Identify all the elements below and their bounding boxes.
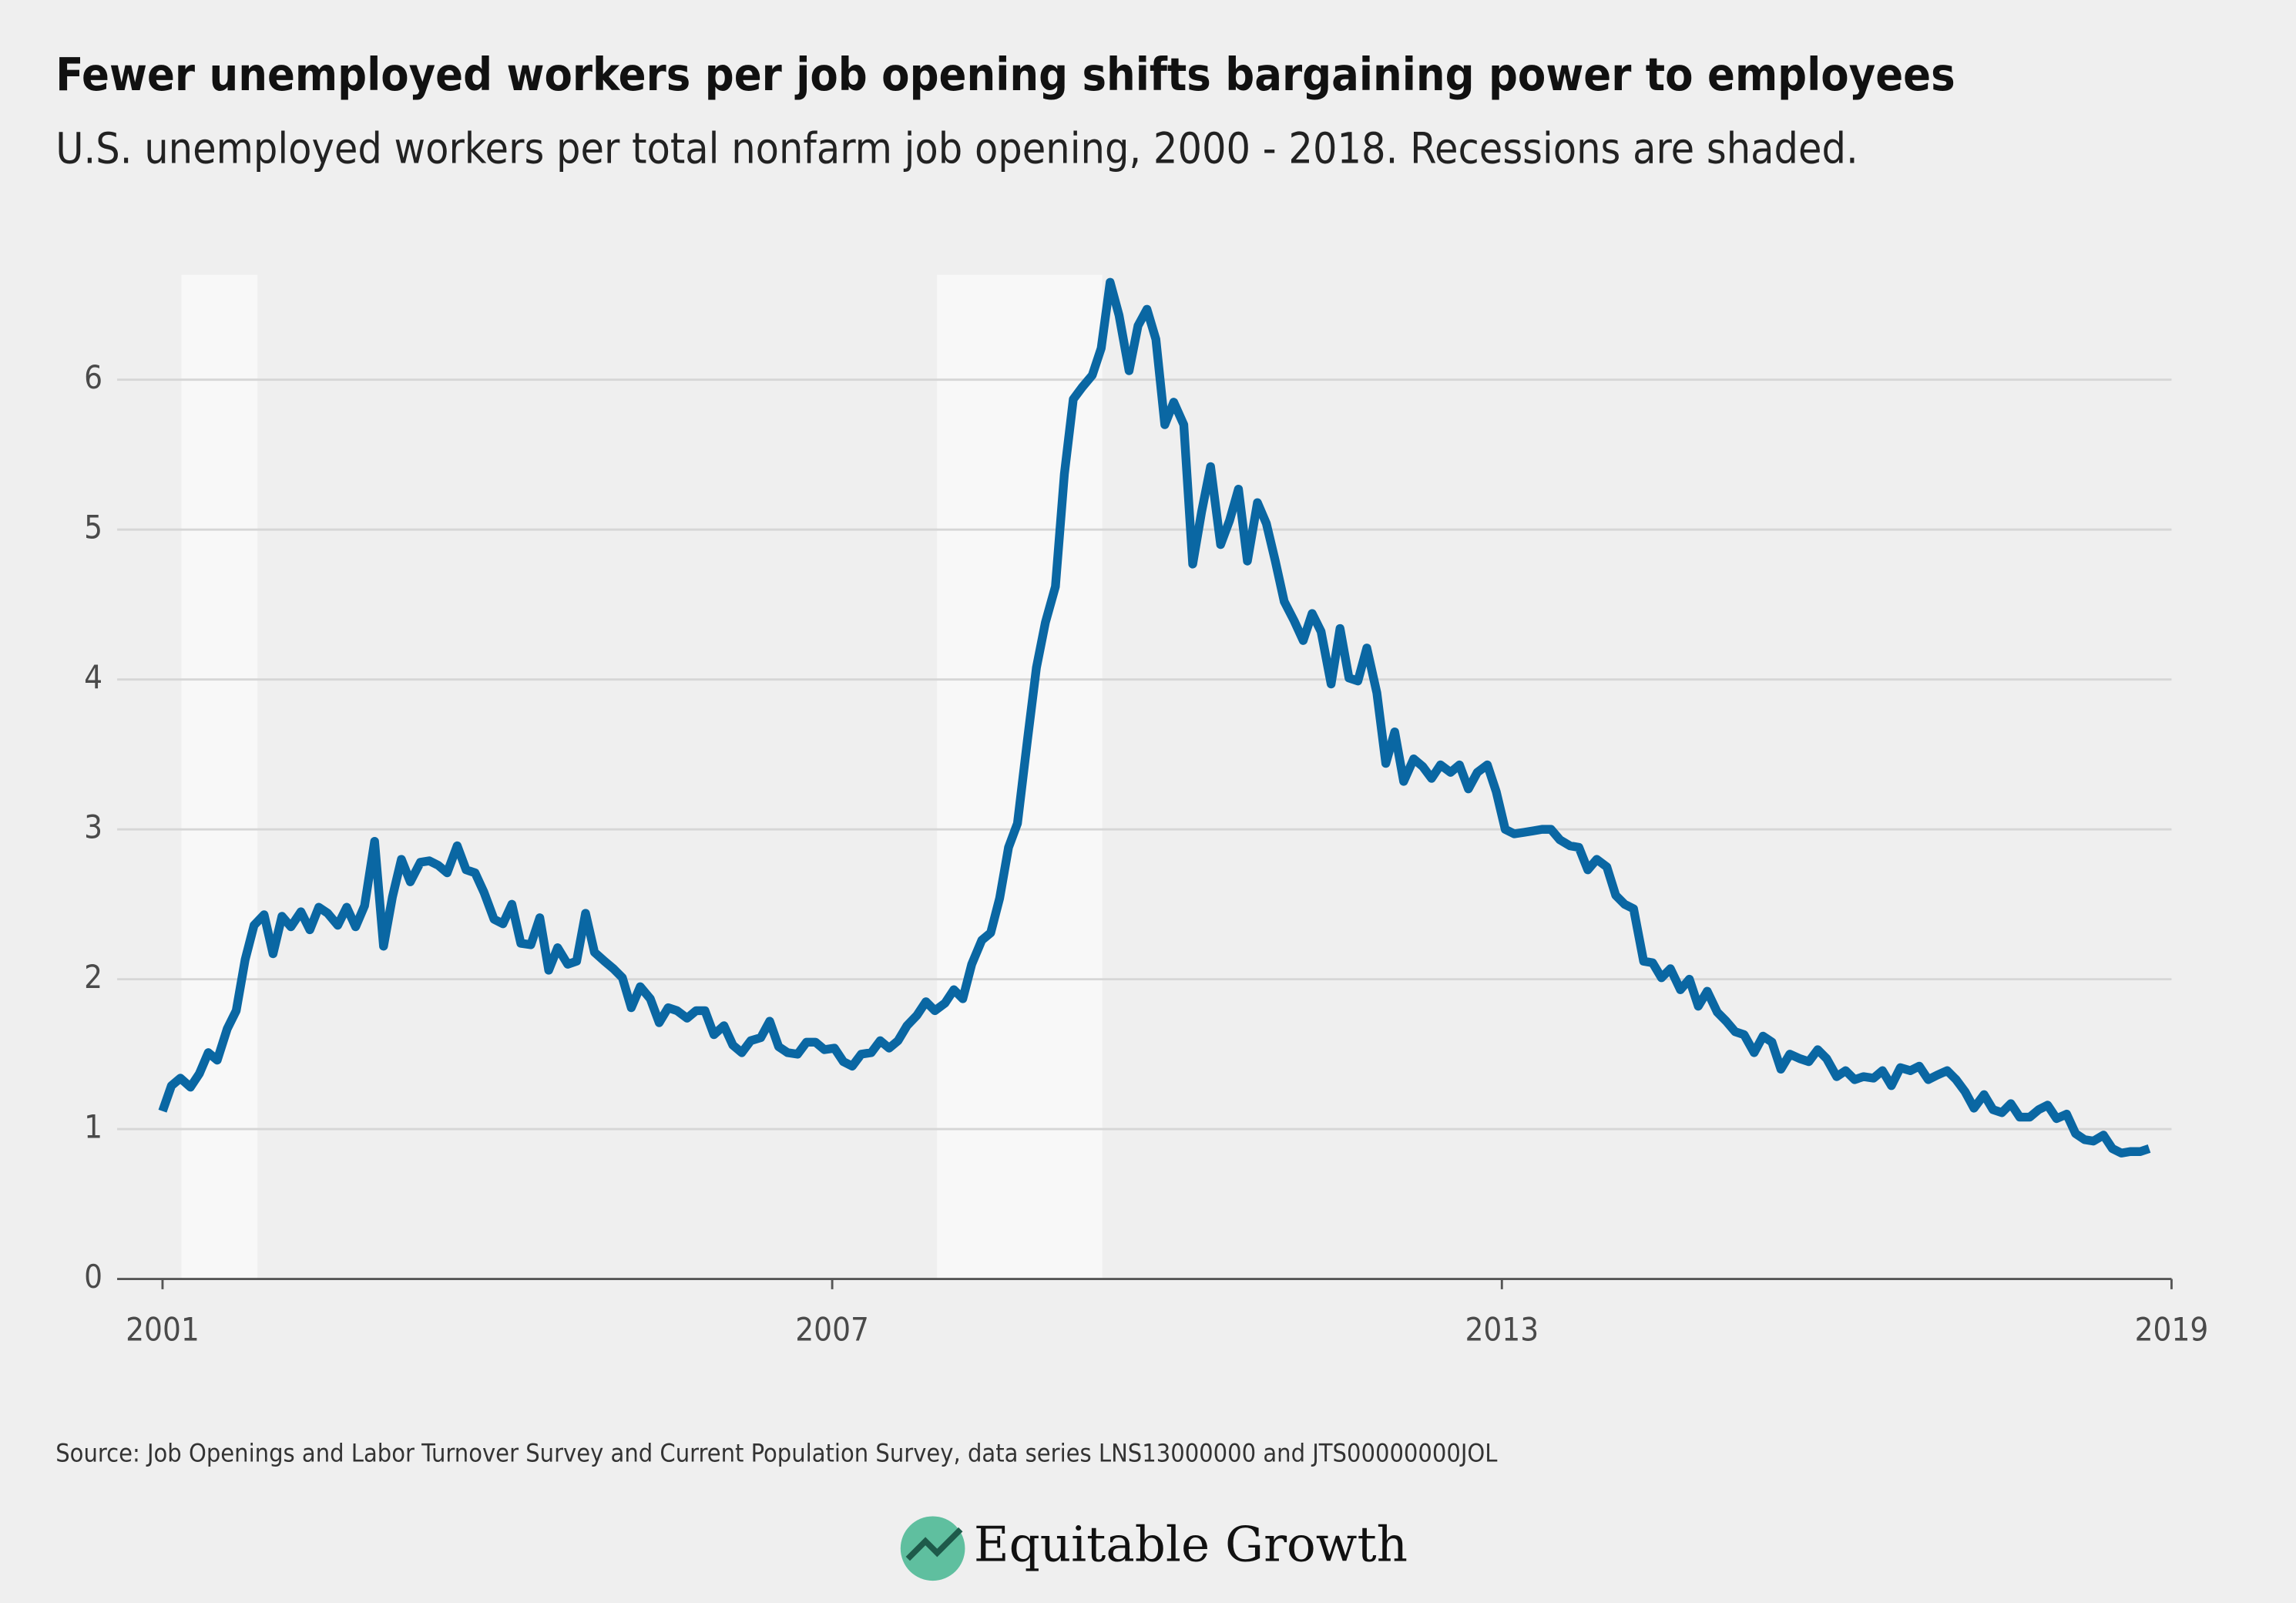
- plot-area: 0 1 2 3 4 5 6 2001 2007 2013 2019: [84, 274, 2209, 1348]
- y-tick-label: 6: [84, 358, 102, 396]
- y-tick-label: 4: [84, 658, 102, 696]
- x-tick-label: 2019: [2135, 1310, 2209, 1348]
- recession-shade: [181, 274, 258, 1279]
- y-tick-label: 2: [84, 958, 102, 996]
- brand-logo: Equitable Growth: [900, 1516, 1408, 1581]
- source-note: Source: Job Openings and Labor Turnover …: [55, 1439, 1498, 1468]
- chart-title: Fewer unemployed workers per job opening…: [55, 48, 1955, 101]
- y-tick-label: 0: [84, 1258, 102, 1296]
- x-tick-label: 2001: [126, 1310, 200, 1348]
- y-tick-label: 3: [84, 808, 102, 846]
- logo-arrow: [905, 1527, 963, 1561]
- y-tick-label: 5: [84, 509, 102, 546]
- y-tick-label: 1: [84, 1108, 102, 1146]
- chart-subtitle: U.S. unemployed workers per total nonfar…: [55, 123, 1858, 173]
- x-tick-label: 2013: [1465, 1310, 1539, 1348]
- brand-name: Equitable Growth: [974, 1517, 1408, 1573]
- data-line: [158, 277, 2151, 1158]
- x-tick-label: 2007: [795, 1310, 869, 1348]
